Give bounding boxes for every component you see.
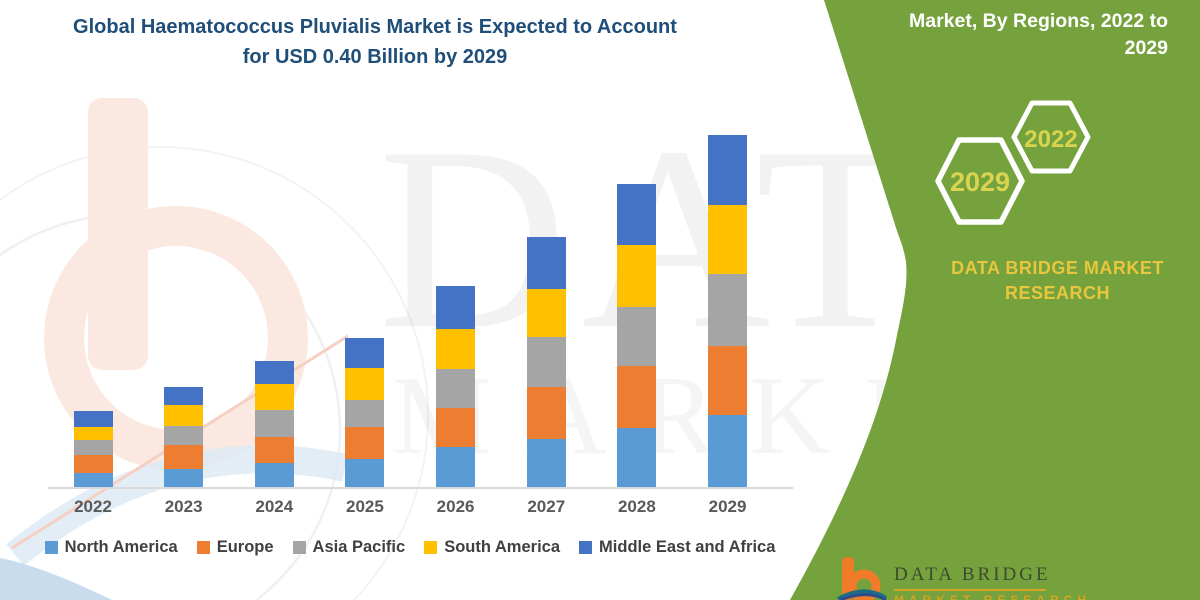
bar-segment-south-america [436, 329, 476, 369]
bar-segment-north-america [345, 459, 385, 487]
legend-label: Middle East and Africa [599, 538, 776, 556]
bar-segment-middle-east-and-africa [708, 135, 748, 205]
bar-segment-south-america [254, 384, 294, 410]
legend-label: Asia Pacific [312, 538, 406, 556]
bar-segment-middle-east-and-africa [254, 361, 294, 384]
chart-legend: North America Europe Asia Pacific South Ame… [0, 538, 820, 557]
bar-segment-north-america [73, 473, 113, 487]
bar-segment-middle-east-and-africa [617, 184, 657, 245]
bar-segment-europe [164, 445, 204, 469]
page-title-line2: for USD 0.40 Billion by 2029 [242, 46, 508, 68]
bar-segment-north-america [254, 463, 294, 487]
legend-swatch-icon [579, 541, 593, 554]
bar-segment-middle-east-and-africa [73, 411, 113, 427]
page-title: Global Haematococcus Pluvialis Market is… [30, 12, 720, 72]
bar-segment-europe [526, 387, 566, 439]
hexagon-2022-icon [1011, 100, 1091, 174]
bar-segment-asia-pacific [345, 400, 385, 427]
legend-label: North America [64, 538, 178, 556]
legend-item-north-america: North America [44, 538, 178, 557]
bar-segment-north-america [526, 439, 566, 487]
footer-logo-name: DATA BRIDGE [894, 564, 1051, 585]
panel-heading: Market, By Regions, 2022 to 2029 [908, 10, 1168, 59]
bar-segment-south-america [708, 205, 748, 274]
legend-item-middle-east-and-africa: Middle East and Africa [579, 538, 775, 557]
bar-segment-europe [254, 437, 294, 463]
bar-segment-asia-pacific [617, 307, 657, 366]
bar-segment-europe [617, 366, 657, 428]
x-axis-label-2024: 2024 [255, 497, 294, 516]
bar-segment-middle-east-and-africa [526, 237, 566, 289]
legend-item-europe: Europe [196, 538, 274, 557]
bar-segment-south-america [73, 427, 113, 440]
page-title-line1: Global Haematococcus Pluvialis Market is… [73, 16, 677, 38]
bar-segment-europe [708, 346, 748, 415]
legend-swatch-icon [44, 541, 58, 554]
x-axis-line [48, 487, 793, 489]
bar-segment-middle-east-and-africa [345, 338, 385, 368]
hexagon-year-2022: 2022 [1024, 126, 1078, 153]
legend-label: Europe [216, 538, 274, 556]
bar-segment-north-america [436, 447, 476, 487]
x-axis-label-2026: 2026 [436, 497, 475, 516]
legend-label: South America [444, 538, 561, 556]
footer-logo-subtitle: MARKET RESEARCH [894, 593, 1092, 600]
legend-swatch-icon [292, 541, 306, 554]
bar-segment-europe [345, 427, 385, 459]
bar-segment-north-america [617, 428, 657, 487]
bar-segment-south-america [164, 405, 204, 426]
x-axis-label-2023: 2023 [164, 497, 203, 516]
bar-segment-middle-east-and-africa [164, 387, 204, 405]
hexagon-2029-icon [935, 137, 1025, 225]
x-axis-label-2029: 2029 [708, 497, 747, 516]
hexagon-year-2029: 2029 [949, 167, 1011, 197]
panel-brand-text: DATA BRIDGE MARKET RESEARCH [951, 258, 1164, 303]
bar-segment-asia-pacific [164, 426, 204, 445]
bar-segment-europe [73, 455, 113, 473]
bar-segment-north-america [708, 415, 748, 487]
bar-segment-asia-pacific [526, 337, 566, 387]
legend-swatch-icon [424, 541, 438, 554]
legend-swatch-icon [196, 541, 210, 554]
bar-segment-asia-pacific [436, 369, 476, 408]
bar-segment-south-america [526, 289, 566, 337]
legend-item-south-america: South America [424, 538, 560, 557]
bar-segment-south-america [345, 368, 385, 400]
x-axis-label-2022: 2022 [74, 497, 112, 516]
bar-segment-asia-pacific [708, 274, 748, 346]
bar-segment-europe [436, 408, 476, 447]
bar-segment-north-america [164, 469, 204, 487]
footer-logo-rule [894, 589, 1046, 591]
x-axis-label-2027: 2027 [527, 497, 566, 516]
x-axis-label-2025: 2025 [346, 497, 384, 516]
x-axis-label-2028: 2028 [617, 497, 656, 516]
bar-segment-asia-pacific [254, 410, 294, 437]
bar-segment-south-america [617, 245, 657, 307]
bar-segment-asia-pacific [73, 440, 113, 455]
bar-segment-middle-east-and-africa [436, 286, 476, 329]
legend-item-asia-pacific: Asia Pacific [292, 538, 406, 557]
